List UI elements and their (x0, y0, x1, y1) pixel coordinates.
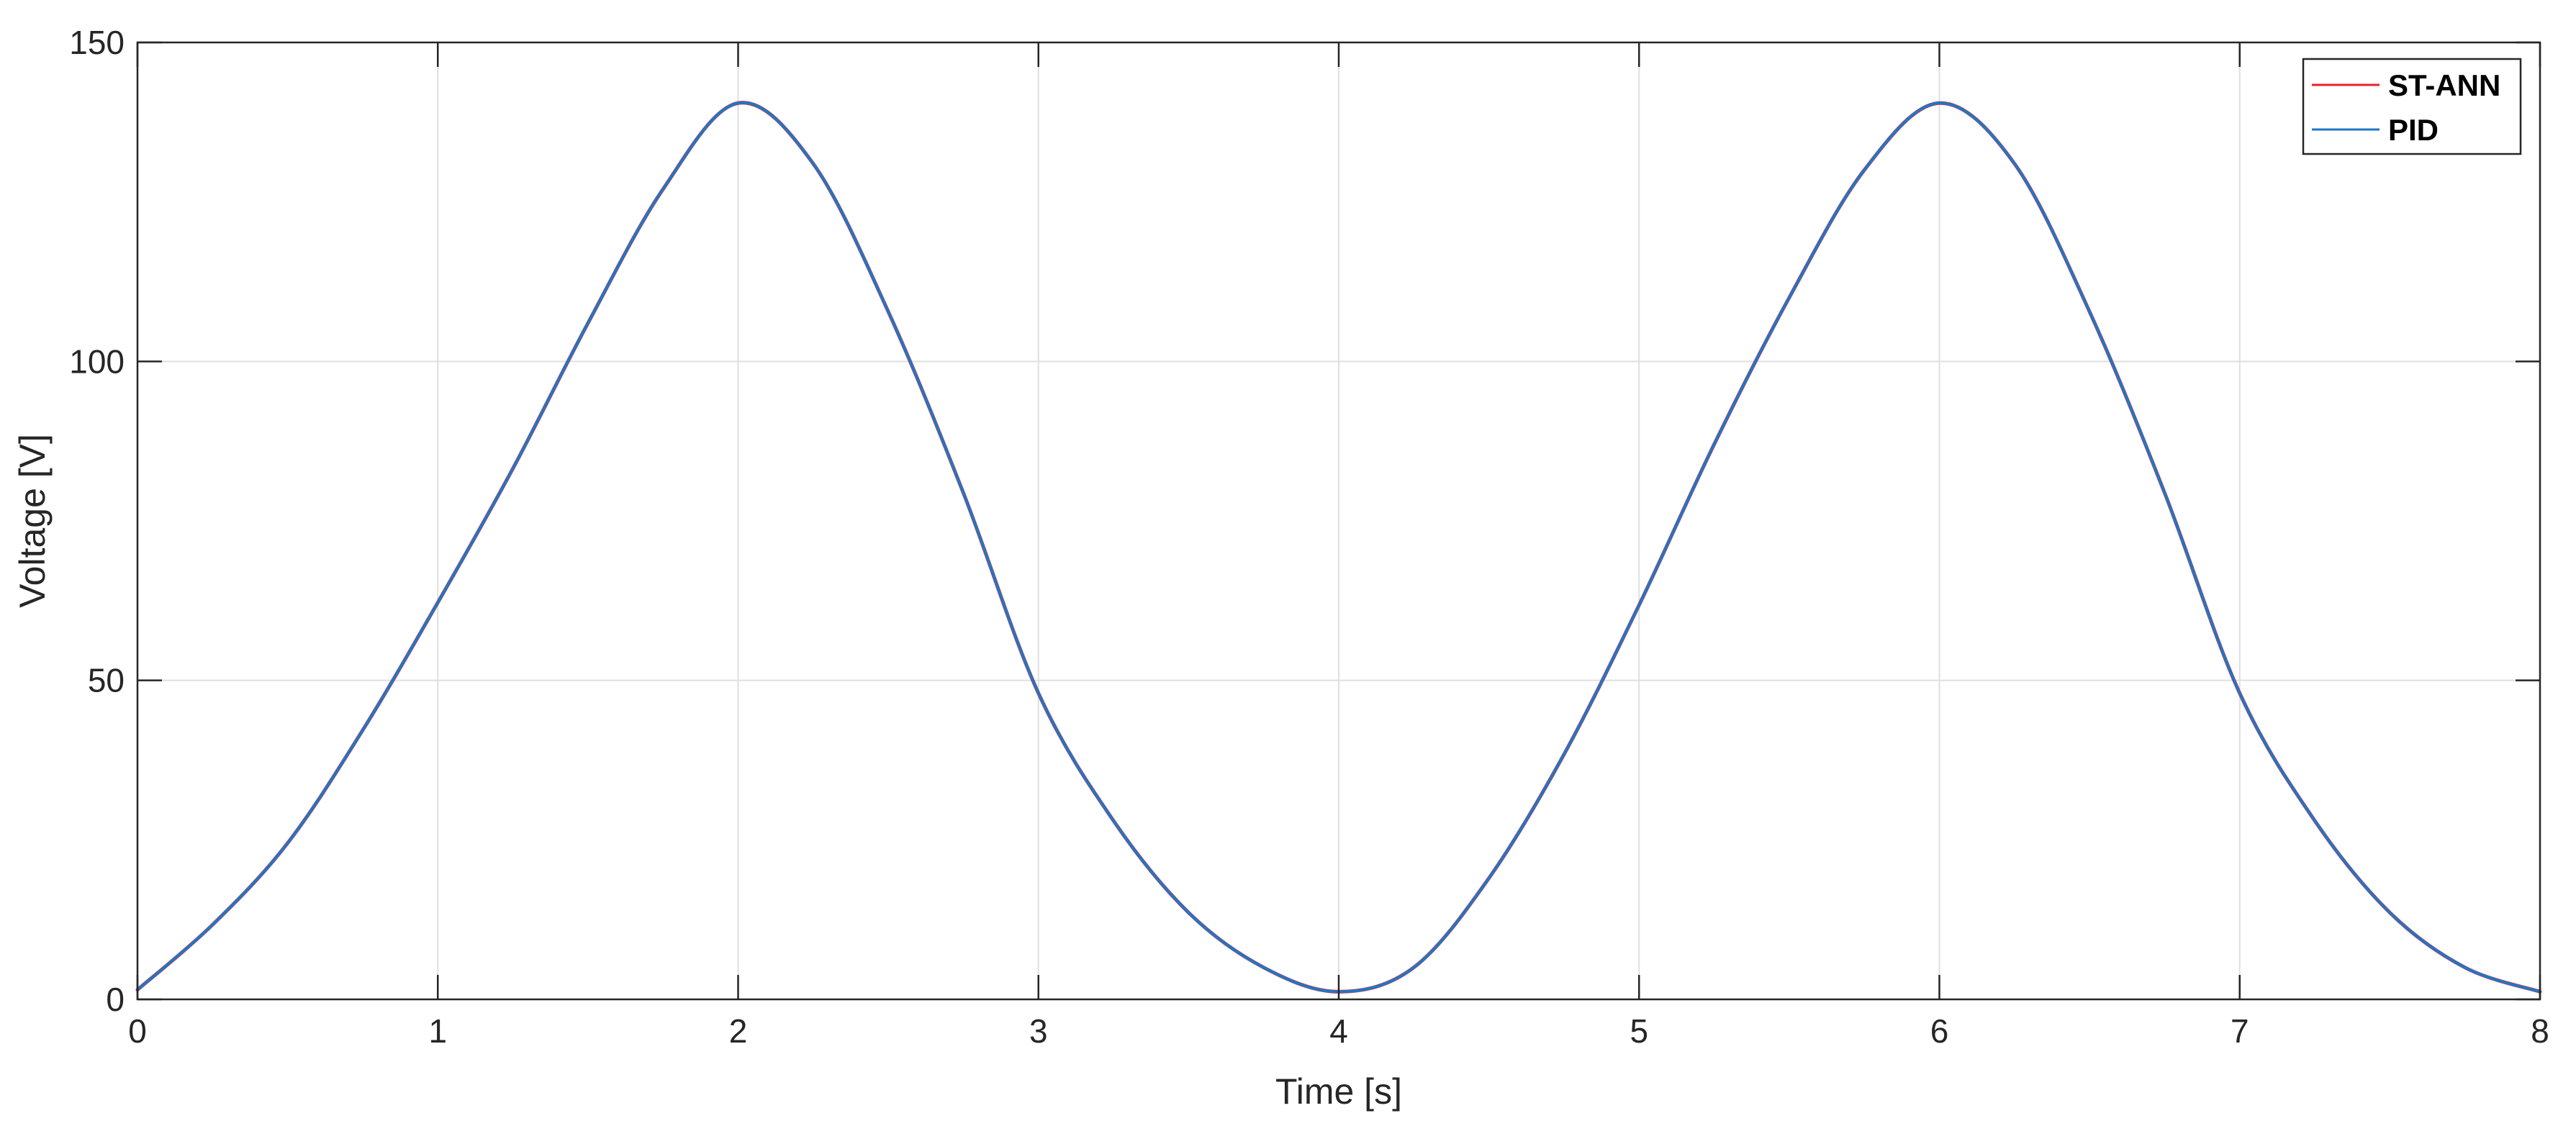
x-tick-label: 7 (2231, 1012, 2249, 1050)
axis-ticks (136, 41, 2541, 1001)
y-tick-label: 0 (106, 981, 125, 1018)
x-tick-label: 4 (1329, 1012, 1348, 1050)
legend-label-st-ann: ST-ANN (2388, 68, 2500, 102)
x-tick-label: 3 (1029, 1012, 1048, 1050)
y-gridlines (137, 360, 2540, 681)
x-axis-title: Time [s] (1275, 1071, 1402, 1112)
x-tick-label: 8 (2531, 1012, 2549, 1050)
legend-label-pid: PID (2388, 113, 2439, 147)
legend-box (2302, 58, 2522, 155)
x-tick-label: 5 (1630, 1012, 1648, 1050)
y-tick-labels: 0 50 100 150 (69, 24, 125, 1018)
x-tick-labels: 0 1 2 3 4 5 6 7 8 (128, 1012, 2549, 1050)
y-axis-title: Voltage [V] (12, 434, 53, 608)
legend: ST-ANN PID (2302, 58, 2522, 155)
x-tick-label: 6 (1930, 1012, 1949, 1050)
x-tick-label: 2 (729, 1012, 748, 1050)
y-tick-label: 150 (69, 24, 125, 61)
x-tick-label: 1 (428, 1012, 447, 1050)
x-gridlines (437, 42, 2241, 999)
y-tick-label: 100 (69, 342, 125, 380)
x-tick-label: 0 (128, 1012, 147, 1050)
y-tick-label: 50 (88, 662, 125, 699)
